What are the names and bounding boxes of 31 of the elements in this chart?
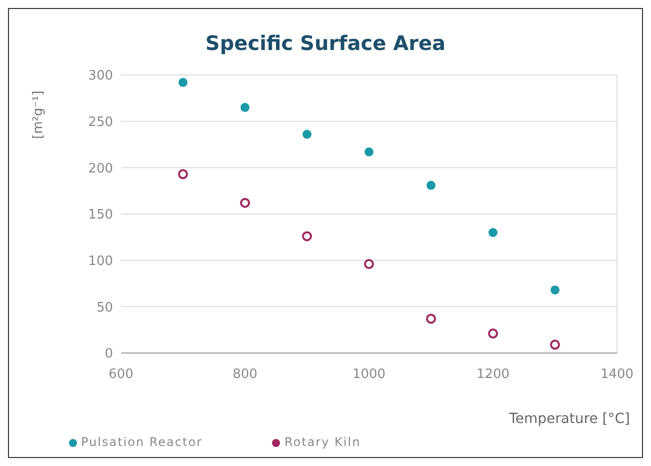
point [364,259,374,270]
x-tick-label: 800 [232,367,258,382]
point [302,231,312,242]
legend-label: Pulsation Reactor [81,435,202,449]
legend-label: Rotary Kiln [284,435,361,449]
y-tick-label: 50 [96,300,113,316]
point [178,169,188,180]
point [488,328,498,339]
chart-title: Specific Surface Area [204,31,447,55]
x-tick-label: 600 [108,367,134,382]
point [550,285,560,294]
y-tick-label: 250 [88,114,113,130]
point [302,130,312,139]
x-axis-title: Temperature [°C] [509,411,630,427]
point [488,228,498,238]
point [178,78,188,87]
x-tick-label: 1200 [476,367,510,382]
point [364,147,374,156]
point [240,198,250,208]
y-tick-label: 200 [88,161,113,176]
point [240,102,250,112]
point [426,314,436,324]
x-tick-label: 1400 [600,367,634,382]
point [550,340,560,350]
y-tick-label: 0 [104,346,113,362]
y-tick-label: 100 [88,254,113,269]
y-axis-title: [m²g⁻¹] [31,90,46,139]
y-tick-label: 150 [88,208,113,223]
x-tick-label: 1000 [352,367,386,382]
y-tick-label: 300 [88,68,113,84]
point [426,180,436,190]
